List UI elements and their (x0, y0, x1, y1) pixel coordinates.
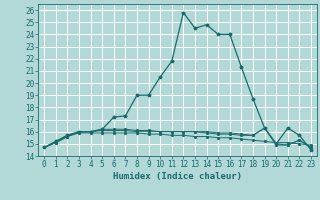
X-axis label: Humidex (Indice chaleur): Humidex (Indice chaleur) (113, 172, 242, 181)
